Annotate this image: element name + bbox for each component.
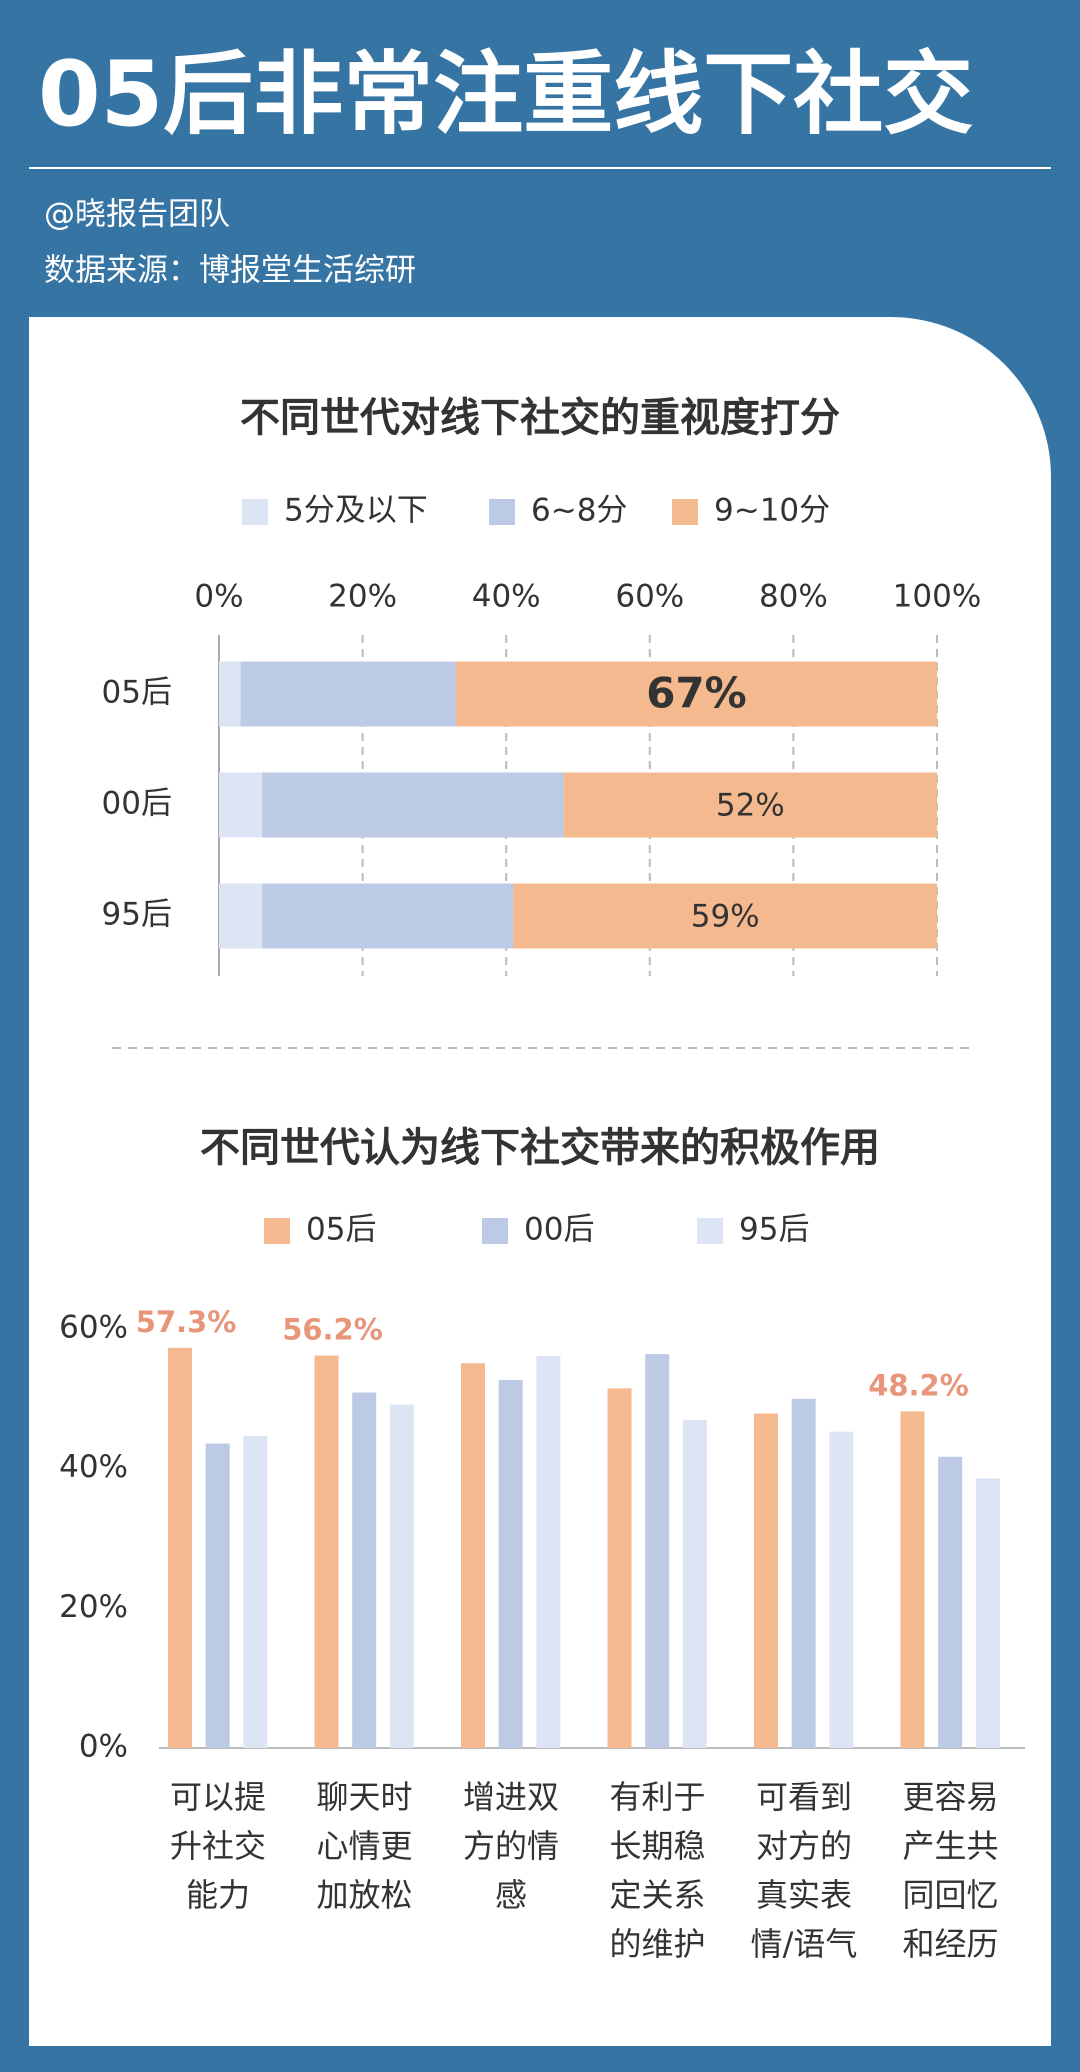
- legend-swatch: [242, 499, 268, 525]
- legend-swatch: [264, 1218, 290, 1244]
- bar-segment: [513, 883, 937, 949]
- bar: [938, 1456, 963, 1748]
- value-label: 59%: [691, 899, 760, 935]
- x-tick-label: 40%: [472, 579, 541, 615]
- bar: [607, 1388, 632, 1748]
- source: 数据来源：博报堂生活综研: [44, 253, 416, 289]
- value-label: 52%: [716, 788, 785, 824]
- bar-segment: [219, 772, 263, 838]
- x-tick-label: 可以提 升社交 能力: [169, 1778, 266, 1914]
- value-label: 57.3%: [136, 1305, 237, 1339]
- legend-label: 5分及以下: [284, 493, 428, 529]
- bar: [461, 1363, 485, 1748]
- y-tick-label: 60%: [59, 1310, 128, 1346]
- author: @晓报告团队: [44, 197, 230, 233]
- value-label: 56.2%: [282, 1313, 383, 1347]
- x-tick-label: 有利于 长期稳 定关系 的维护: [609, 1778, 706, 1963]
- x-tick-label: 80%: [759, 579, 828, 615]
- x-tick-label: 更容易 产生共 同回忆 和经历: [902, 1778, 999, 1963]
- bar-segment: [219, 661, 241, 727]
- bar: [791, 1398, 816, 1748]
- y-tick-label: 00后: [102, 786, 172, 822]
- bar: [314, 1355, 339, 1748]
- bar: [352, 1392, 377, 1748]
- bar-segment: [563, 772, 937, 838]
- page-title: 05后非常注重线下社交: [38, 42, 973, 147]
- x-tick-label: 0%: [194, 579, 243, 615]
- chart-title: 不同世代对线下社交的重视度打分: [240, 395, 840, 441]
- bar: [900, 1411, 925, 1748]
- y-tick-label: 20%: [59, 1589, 128, 1625]
- y-tick-label: 0%: [79, 1729, 128, 1765]
- bar: [645, 1354, 670, 1748]
- legend-label: 95后: [739, 1212, 809, 1248]
- chart-title: 不同世代认为线下社交带来的积极作用: [200, 1125, 880, 1171]
- bar: [829, 1431, 854, 1748]
- bar: [168, 1347, 192, 1748]
- x-tick-label: 20%: [328, 579, 397, 615]
- x-tick-label: 增进双 方的情 感: [462, 1778, 559, 1914]
- bar: [205, 1443, 230, 1748]
- legend-label: 00后: [524, 1212, 594, 1248]
- bar-segment: [455, 661, 937, 727]
- bar: [975, 1478, 1000, 1748]
- x-tick-label: 100%: [893, 579, 982, 615]
- bar: [389, 1404, 414, 1748]
- value-label: 67%: [646, 669, 747, 718]
- y-tick-label: 40%: [59, 1449, 128, 1485]
- bar-segment: [219, 883, 263, 949]
- bar: [498, 1379, 523, 1748]
- legend-swatch: [482, 1218, 508, 1244]
- y-tick-label: 05后: [102, 675, 172, 711]
- bar: [243, 1435, 268, 1748]
- legend-label: 9~10分: [714, 493, 830, 529]
- x-tick-label: 60%: [615, 579, 684, 615]
- legend-swatch: [489, 499, 515, 525]
- legend-label: 05后: [306, 1212, 376, 1248]
- bar: [682, 1419, 707, 1748]
- bar-segment: [262, 883, 514, 949]
- bar-segment: [240, 661, 456, 727]
- y-tick-label: 95后: [102, 897, 172, 933]
- x-tick-label: 聊天时 心情更 加放松: [316, 1778, 413, 1914]
- legend-swatch: [697, 1218, 723, 1244]
- bar-segment: [262, 772, 564, 838]
- value-label: 48.2%: [868, 1368, 969, 1402]
- legend-label: 6~8分: [531, 493, 627, 529]
- bar: [754, 1413, 778, 1748]
- legend-swatch: [672, 499, 698, 525]
- x-tick-label: 可看到 对方的 真实表 情/语气: [750, 1778, 858, 1963]
- bar: [536, 1356, 561, 1748]
